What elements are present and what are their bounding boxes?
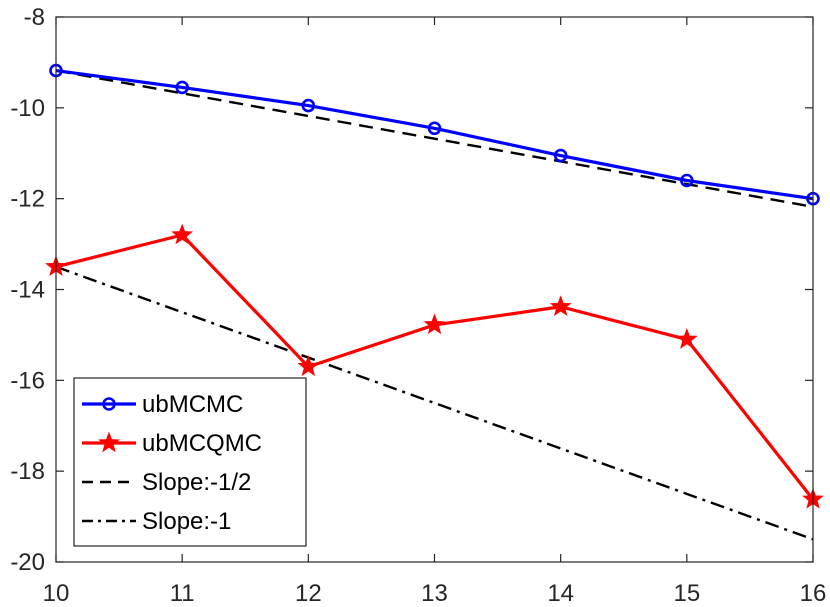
legend-label: Slope:-1/2 <box>142 469 251 496</box>
data-point <box>675 328 698 349</box>
series-ubmcqmc <box>45 223 824 509</box>
data-point <box>171 223 194 245</box>
y-tick-label: -16 <box>10 367 45 394</box>
y-tick-label: -10 <box>10 95 45 122</box>
series-layer <box>45 63 824 541</box>
legend-item: ubMCMC <box>82 391 243 418</box>
x-tick-label: 10 <box>43 580 70 607</box>
legend-box <box>73 377 307 547</box>
y-tick-label: -8 <box>24 4 45 31</box>
legend: ubMCMC ubMCQMC Slope:-1/2 Slope:-1 <box>73 377 307 547</box>
y-tick-label: -18 <box>10 458 45 485</box>
data-point <box>175 80 189 95</box>
legend-item: Slope:-1 <box>82 508 231 535</box>
data-point <box>553 148 568 163</box>
y-tick-label: -12 <box>10 186 45 213</box>
legend-item: ubMCQMC <box>82 430 262 457</box>
data-point <box>427 121 442 136</box>
series-line <box>55 69 814 201</box>
data-point <box>423 313 446 335</box>
legend-label: ubMCQMC <box>142 430 262 457</box>
x-tick-label: 15 <box>673 580 700 607</box>
series-line <box>55 69 814 209</box>
legend-label: ubMCMC <box>142 391 243 418</box>
legend-marker <box>98 431 120 453</box>
data-point <box>549 295 572 317</box>
series-line <box>55 265 814 541</box>
x-tick-label: 16 <box>800 580 827 607</box>
legend-marker <box>102 397 116 411</box>
legend-label: Slope:-1 <box>142 508 231 535</box>
data-point <box>680 173 694 188</box>
x-tick-label: 14 <box>547 580 574 607</box>
y-tick-label: -14 <box>10 277 45 304</box>
legend-item: Slope:-1/2 <box>82 469 251 496</box>
x-tick-label: 13 <box>421 580 448 607</box>
axes-layer: 10 11 12 13 14 15 16 -20 -18 -16 -14 -12 -10 -8 <box>10 4 826 607</box>
data-point <box>301 98 316 113</box>
data-point <box>297 355 320 376</box>
y-tick-label: -20 <box>10 549 45 576</box>
series-slope-1-2 <box>55 69 814 209</box>
x-tick-label: 11 <box>170 580 195 607</box>
x-tick-label: 12 <box>295 580 322 607</box>
series-slope-1 <box>55 265 814 541</box>
